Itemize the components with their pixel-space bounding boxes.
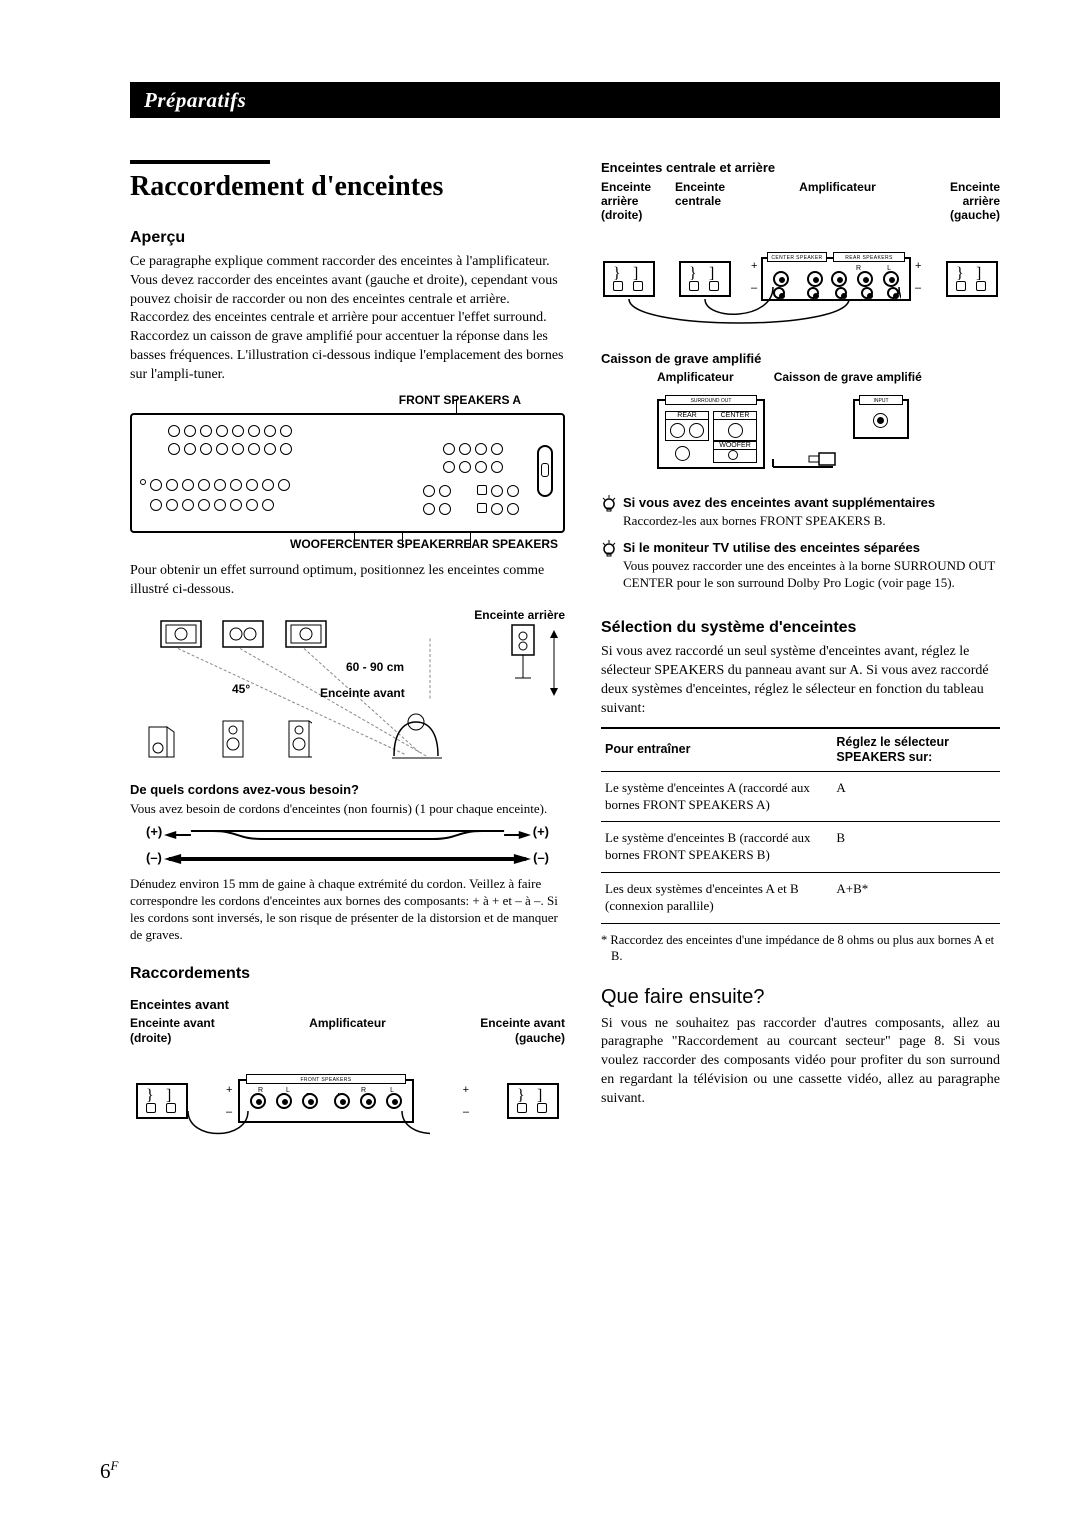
woofer-amp-label: Amplificateur	[657, 370, 734, 384]
amp-diagram	[130, 413, 565, 533]
apercu-heading: Aperçu	[130, 228, 565, 247]
raccordements-heading: Raccordements	[130, 964, 565, 983]
rear-amp-box: CENTER SPEAKER REAR SPEAKERS R L	[761, 257, 911, 301]
front-left-label: Enceinte avant (gauche)	[475, 1016, 565, 1045]
amp-bottom-labels: WOOFER CENTER SPEAKER REAR SPEAKERS	[130, 533, 565, 551]
cable-minus-l: (–)	[146, 850, 162, 865]
right-column: Enceintes centrale et arrière Enceinte a…	[601, 150, 1000, 1145]
rear-right-label: Enceinte arrière (droite)	[601, 180, 671, 223]
rear-labels: Enceinte arrière (droite) Enceinte centr…	[601, 180, 1000, 223]
rear-title: Enceintes centrale et arrière	[601, 160, 1000, 176]
front-right-label: Enceinte avant (droite)	[130, 1016, 220, 1045]
placement-rear-label: Enceinte arrière	[474, 608, 565, 622]
table-row: Le système d'enceintes A (raccordé aux b…	[601, 771, 1000, 822]
rear-left-label: Enceinte arrière (gauche)	[930, 180, 1000, 223]
front-conn-diagram: }] FRONT SPEAKERS R L R L B A + – + –	[130, 1049, 565, 1141]
rear-center-label: Enceinte centrale	[675, 180, 745, 223]
placement-angle: 45°	[232, 682, 250, 696]
woofer-labels: Amplificateur Caisson de grave amplifié	[601, 370, 1000, 384]
cables-line1: Vous avez besoin de cordons d'enceintes …	[130, 801, 565, 818]
table-row: Les deux systèmes d'enceintes A et B (co…	[601, 873, 1000, 924]
cell-c1: Le système d'enceintes A (raccordé aux b…	[601, 771, 832, 822]
table-row: Le système d'enceintes B (raccordé aux b…	[601, 822, 1000, 873]
front-left-box: }]	[507, 1083, 559, 1119]
woofer-title: Caisson de grave amplifié	[601, 351, 1000, 367]
placement-height: 60 - 90 cm	[346, 660, 404, 674]
height-arrows-icon	[547, 630, 561, 696]
placement-intro: Pour obtenir un effet surround optimum, …	[130, 562, 565, 600]
woofer-diagram: SURROUND OUT REAR CENTER WOOFER	[601, 389, 1000, 485]
cables-heading: De quels cordons avez-vous besoin?	[130, 782, 565, 798]
rear-panel1: CENTER SPEAKER	[767, 252, 827, 262]
tip-1-text: Raccordez-les aux bornes FRONT SPEAKERS …	[623, 513, 935, 530]
front-amp-box: FRONT SPEAKERS R L R L B A	[238, 1079, 414, 1123]
cell-c1: Les deux systèmes d'enceintes A et B (co…	[601, 873, 832, 924]
tip-2: Si le moniteur TV utilise des enceintes …	[601, 540, 1000, 592]
page-n: 6	[100, 1459, 111, 1483]
woofer-box-label: Caisson de grave amplifié	[774, 370, 922, 384]
page-title: Raccordement d'enceintes	[130, 170, 565, 204]
page-number: 6F	[100, 1459, 118, 1484]
speaker-fl-icon	[160, 620, 202, 648]
lightbulb-icon	[601, 540, 617, 592]
lightbulb-icon	[601, 495, 617, 530]
rear-amp-label: Amplificateur	[749, 180, 926, 223]
front-labels: Enceinte avant (droite) Amplificateur En…	[130, 1016, 565, 1045]
front-amp-label: Amplificateur	[309, 1016, 386, 1045]
amp-label-top: FRONT SPEAKERS A	[130, 393, 565, 407]
front-amp-panel: FRONT SPEAKERS	[246, 1074, 406, 1084]
next-heading: Que faire ensuite?	[601, 985, 1000, 1009]
placement-diagram: Enceinte arrière 45° 60 - 90 cm Enceinte…	[130, 608, 565, 768]
speakers-table: Pour entraîner Réglez le sélecteur SPEAK…	[601, 727, 1000, 924]
title-rule	[130, 160, 270, 164]
cell-c2: A	[832, 771, 1000, 822]
tip-2-text: Vous pouvez raccorder une des enceintes …	[623, 558, 1000, 592]
next-text: Si vous ne souhaitez pas raccorder d'aut…	[601, 1015, 1000, 1109]
section-header: Préparatifs	[130, 82, 1000, 118]
cable-figure: (+) (+) (–) (–)	[150, 824, 545, 874]
cell-c2: A+B*	[832, 873, 1000, 924]
apercu-text: Ce paragraphe explique comment raccorder…	[130, 253, 565, 385]
amp-label-center: CENTER SPEAKER	[344, 537, 455, 551]
placement-front-label: Enceinte avant	[320, 686, 405, 700]
cable-minus-r: (–)	[533, 850, 549, 865]
listener-icon	[388, 708, 448, 762]
speaker-fr-icon	[285, 620, 327, 648]
selection-heading: Sélection du système d'enceintes	[601, 618, 1000, 637]
floor-speaker-l-icon	[222, 720, 246, 760]
tip-2-title: Si le moniteur TV utilise des enceintes …	[623, 540, 1000, 556]
cable-plus-l: (+)	[146, 824, 162, 839]
front-title: Enceintes avant	[130, 997, 565, 1013]
page-sup: F	[111, 1458, 119, 1473]
th-col1: Pour entraîner	[601, 728, 832, 772]
subwoofer-icon	[148, 726, 176, 758]
rca-plug-icon	[769, 449, 841, 473]
selection-footnote: * Raccordez des enceintes d'une impédanc…	[601, 932, 1000, 965]
speaker-c-icon	[222, 620, 264, 648]
rear-speaker-icon	[511, 624, 537, 680]
tip-1-title: Si vous avez des enceintes avant supplém…	[623, 495, 935, 511]
rear-panel2: REAR SPEAKERS	[833, 252, 905, 262]
rear-left-box: }]	[946, 261, 998, 297]
tip-1: Si vous avez des enceintes avant supplém…	[601, 495, 1000, 530]
left-column: Raccordement d'enceintes Aperçu Ce parag…	[130, 150, 565, 1145]
selection-intro: Si vous avez raccordé un seul système d'…	[601, 643, 1000, 719]
cell-c1: Le système d'enceintes B (raccordé aux b…	[601, 822, 832, 873]
th-col2: Réglez le sélecteur SPEAKERS sur:	[832, 728, 1000, 772]
rear-conn-diagram: }] }] CENTER SPEAKER REAR SPEAKERS R L	[601, 227, 1000, 327]
rear-center-box: }]	[679, 261, 731, 297]
floor-speaker-r-icon	[288, 720, 312, 760]
front-conn-lines	[130, 1049, 430, 1199]
cell-c2: B	[832, 822, 1000, 873]
cables-line2: Dénudez environ 15 mm de gaine à chaque …	[130, 876, 565, 944]
amp-label-woofer: WOOFER	[290, 537, 344, 551]
rear-right-box: }]	[603, 261, 655, 297]
cable-plus-r: (+)	[533, 824, 549, 839]
front-right-box: }]	[136, 1083, 188, 1119]
